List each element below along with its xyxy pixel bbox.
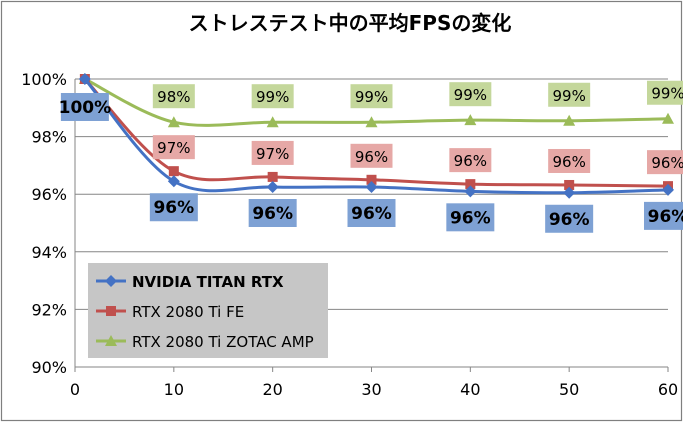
data-label: 96% [450, 208, 491, 228]
data-point [662, 183, 674, 196]
y-tick-label: 94% [31, 243, 67, 262]
data-label-box [449, 82, 492, 107]
data-point [365, 116, 378, 128]
data-label-box [251, 84, 294, 109]
x-tick-label: 30 [361, 380, 381, 399]
data-point [168, 166, 179, 177]
y-tick-label: 96% [31, 185, 67, 204]
data-point [662, 112, 674, 124]
data-label-box [251, 140, 294, 165]
legend-swatch-marker [106, 306, 116, 316]
data-label: 98% [157, 88, 190, 106]
x-tick-label: 50 [559, 380, 579, 399]
data-label: 96% [153, 198, 194, 218]
data-point [366, 174, 377, 185]
data-point [167, 116, 180, 128]
data-label-box [449, 148, 492, 173]
legend-entry: RTX 2080 Ti FE [132, 303, 244, 321]
data-label-box [446, 203, 495, 232]
data-point [78, 73, 91, 85]
data-label: 97% [157, 139, 190, 157]
y-tick-label: 100% [21, 70, 67, 89]
legend-box [88, 263, 328, 358]
data-label-box [545, 204, 594, 233]
x-tick-label: 20 [262, 380, 282, 399]
data-label: 96% [351, 204, 392, 224]
legend-swatch-marker [105, 275, 117, 287]
data-label-box [548, 82, 591, 107]
data-label: 96% [549, 210, 590, 230]
data-point [365, 181, 378, 193]
data-label-box [152, 135, 195, 160]
data-label-box [647, 80, 683, 105]
x-tick-label: 60 [658, 380, 678, 399]
data-point [267, 171, 278, 182]
data-label-box [60, 93, 109, 121]
x-tick-label: 10 [164, 380, 184, 399]
axes: 90% 92% 94% 96% 98% 100% 0 10 20 30 40 50 60 [21, 70, 678, 399]
data-label: 96% [648, 207, 683, 227]
data-label-box [152, 84, 195, 109]
data-label-box [347, 199, 396, 227]
series-layer [78, 73, 674, 199]
data-point [464, 114, 477, 126]
chart-title: ストレステスト中の平均FPSの変化 [189, 11, 512, 35]
data-labels: 100% 96% 96% 96% 96% 96% 96% 97% 97% 96% 96% 96% 96%… [59, 80, 683, 233]
data-label: 99% [355, 88, 388, 106]
data-label: 99% [454, 86, 487, 104]
data-label: 96% [252, 204, 293, 224]
data-label-box [248, 199, 297, 227]
legend-entry: NVIDIA TITAN RTX [132, 273, 284, 291]
data-point [266, 181, 279, 193]
data-label-box [350, 84, 393, 109]
data-point [266, 116, 279, 128]
y-tick-label: 90% [31, 358, 67, 377]
data-label-box [647, 150, 683, 175]
data-label-box [149, 193, 198, 222]
data-point [167, 175, 180, 188]
data-label: 96% [355, 148, 388, 166]
data-label: 96% [454, 152, 487, 170]
data-label: 100% [59, 98, 112, 118]
data-point [564, 179, 575, 190]
data-label: 96% [552, 153, 585, 171]
data-point [563, 186, 576, 199]
data-point [563, 114, 576, 126]
legend-entry: RTX 2080 Ti ZOTAC AMP [132, 333, 314, 351]
legend-swatch-marker [105, 335, 117, 346]
data-label: 96% [651, 154, 683, 172]
y-tick-label: 92% [31, 300, 67, 319]
data-label-box [350, 143, 393, 168]
y-tick-label: 98% [31, 128, 67, 147]
data-label-box [644, 201, 683, 230]
data-label: 97% [256, 145, 289, 163]
x-tick-label: 0 [70, 380, 80, 399]
data-label: 99% [552, 87, 585, 105]
data-label-box [548, 148, 591, 173]
x-tick-label: 40 [460, 380, 480, 399]
legend: NVIDIA TITAN RTX RTX 2080 Ti FE RTX 2080 T… [88, 263, 328, 358]
data-label: 99% [651, 85, 683, 103]
data-label: 99% [256, 88, 289, 106]
data-point [465, 179, 476, 190]
data-point [464, 185, 477, 198]
